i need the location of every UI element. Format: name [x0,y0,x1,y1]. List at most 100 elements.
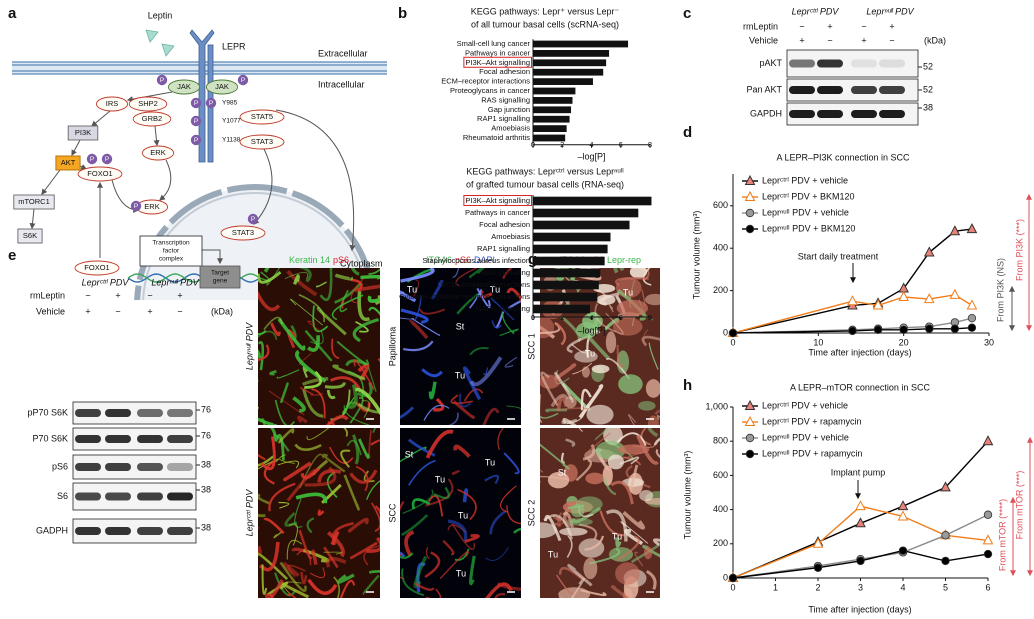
tissue-fibre [566,402,586,425]
category-label: Small-cell lung cancer [457,39,531,48]
tissue-fibre [347,517,369,534]
tissue-fibre [653,437,660,446]
row-label: SCC 2 [526,500,536,527]
blot-band [879,110,905,118]
condition-sign: − [85,290,90,300]
data-point [941,556,950,566]
tissue-fibre [430,279,444,300]
tissue-fibre [258,290,281,312]
tissue-fibre [425,429,454,459]
tissue-fibre [648,342,659,370]
blot-band [105,527,131,535]
tissue-fibre [613,268,625,274]
node-label: mTORC1 [18,197,50,206]
tissue-fibre [317,509,325,516]
phospho-label: P [90,156,94,163]
tissue-fibre [408,320,429,340]
tissue-fibre [643,329,649,347]
node-shape [13,194,55,210]
node-label: S6K [23,231,37,240]
legend-marker [744,415,756,426]
tissue-fibre [556,396,569,412]
tissue-fibre [584,535,605,551]
blot-band [851,86,877,94]
tissue-fibre [556,574,574,595]
micrograph-column: ITGA6 pS6 DAPI Papilloma Tu Tu St Tu SCC St Tu Tu Tu… [387,255,521,598]
nuclear-envelope-inner [142,192,368,300]
tissue-fibre [616,535,640,562]
tissue-fibre [588,547,621,565]
tissue-fibre [504,356,518,368]
blot-band [817,110,843,118]
tissue-fibre [354,284,380,292]
data-point [949,288,961,299]
tissue-fibre [331,294,364,321]
tissue-fibre [374,505,380,535]
tissue-fibre [263,460,275,485]
micrograph-header: Keratin 14 pS6 [289,255,349,265]
tissue-fibre [277,428,295,444]
tissue-blob [596,294,616,305]
tissue-fibre [260,418,267,425]
bar-chart: KEGG pathways: Lepr⁺ versus Lepr⁻ of all … [441,6,652,161]
x-tick-label: 8 [648,140,652,149]
legend-marker [744,174,756,185]
tissue-fibre [370,439,380,449]
ligand-label: Leptin [148,10,173,20]
y-axis-label: Tumour volume (mm³) [691,211,701,300]
blot-band [789,59,815,68]
tissue-fibre [400,308,429,324]
region-label: Tu [456,568,466,578]
panel-label: e [8,247,16,264]
tissue-fibre [336,340,369,365]
region-label: Tu [435,474,445,484]
tissue-fibre [647,428,659,438]
row-label: pAKT [759,58,782,68]
tissue-fibre [287,564,306,578]
line-chart: A LEPR–PI3K connection in SCC 0 10 20 30 0 200… [691,152,1032,357]
tissue-fibre [622,511,645,530]
tissue-blob [558,587,591,598]
tissue-fibre [411,498,431,510]
tissue-fibre [264,579,284,598]
tissue-fibre [258,341,265,371]
pathway-arrow [202,249,223,265]
data-point [898,290,909,301]
phospho-site [86,153,98,165]
phospho-site [237,74,249,86]
x-tick-label: 2 [815,582,820,592]
tissue-fibre [283,461,312,482]
tissue-fibre [400,551,406,558]
row-label: GAPDH [750,108,782,118]
tissue-fibre [616,432,647,446]
blot-strip [72,401,197,425]
tissue-fibre [307,320,320,332]
tissue-fibre [450,394,473,405]
tissue-fibre [469,288,483,309]
tissue-fibre [260,436,276,471]
tissue-fibre [550,393,569,408]
tissue-fibre [326,556,347,568]
tissue-fibre [279,382,289,404]
data-point [873,325,883,335]
data-point [967,323,977,332]
tissue-fibre [400,268,435,283]
unit-label: (kDa) [924,35,946,45]
blot-band [879,59,905,68]
tissue-fibre [439,551,469,580]
bar [533,304,591,314]
condition-sign: − [147,290,152,300]
blot-band [851,59,877,68]
tissue-fibre [464,534,480,543]
tissue-fibre [319,268,333,302]
blot-band [75,527,101,535]
x-tick-label: 5 [943,582,948,592]
condition-sign: + [85,306,90,316]
tissue-fibre [294,443,322,451]
phospho-label: P [105,156,109,163]
row-label: pP70 S6K [27,407,68,417]
tissue-fibre [602,476,617,496]
y-tick-label: 600 [713,200,728,210]
legend-label: Leprᶜᵗʳˡ PDV + vehicle [762,400,848,410]
node-shape [128,96,168,112]
